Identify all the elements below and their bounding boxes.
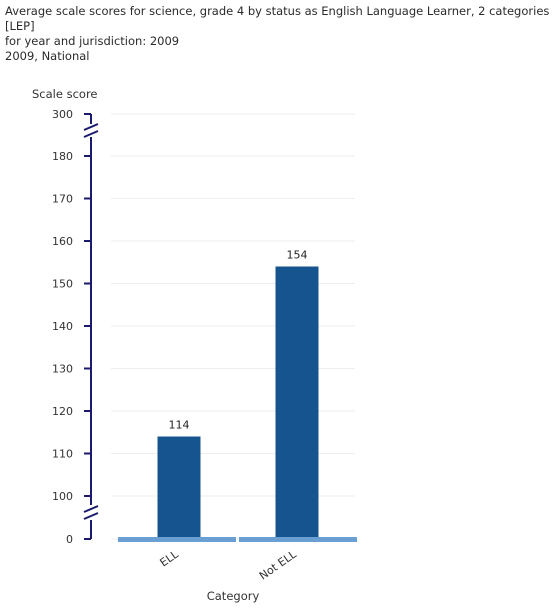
bars (157, 266, 319, 539)
y-tick-label-4: 130 (52, 363, 73, 376)
bar-not-ell (275, 266, 319, 539)
chart-title-line2: for year and jurisdiction: 2009 (5, 34, 180, 48)
data-label-1: 154 (287, 249, 308, 262)
y-tick-label-2: 110 (52, 448, 73, 461)
axis-break-mark-top-b (83, 130, 99, 138)
category-label-1: Not ELL (257, 547, 300, 582)
data-label-0: 114 (169, 419, 190, 432)
axis-break-mark-bottom-a (83, 505, 99, 513)
y-tick-label-5: 140 (52, 320, 73, 333)
chart-title-line1: Average scale scores for science, grade … (5, 4, 554, 33)
chart-subtitle: 2009, National (5, 49, 90, 63)
y-tick-label-6: 150 (52, 278, 73, 291)
y-tick-label-3: 120 (52, 405, 73, 418)
y-tick-label-9: 180 (52, 150, 73, 163)
bar-ell (157, 436, 201, 539)
axes (83, 113, 357, 542)
y-tick-label-7: 160 (52, 235, 73, 248)
x-axis-baseline-segment-1 (118, 537, 236, 542)
x-axis-title: Category (207, 589, 260, 603)
y-tick-label-10: 300 (52, 108, 73, 121)
y-tick-label-0: 0 (66, 533, 73, 546)
x-axis-baseline-segment-2 (239, 537, 357, 542)
y-axis-title: Scale score (32, 87, 98, 101)
y-tick-label-8: 170 (52, 193, 73, 206)
axis-break-mark-top-a (83, 123, 99, 131)
title-block: Average scale scores for science, grade … (5, 4, 550, 64)
axis-break-mark-bottom-b (83, 512, 99, 520)
category-label-0: ELL (158, 547, 182, 569)
y-tick-label-1: 100 (52, 490, 73, 503)
